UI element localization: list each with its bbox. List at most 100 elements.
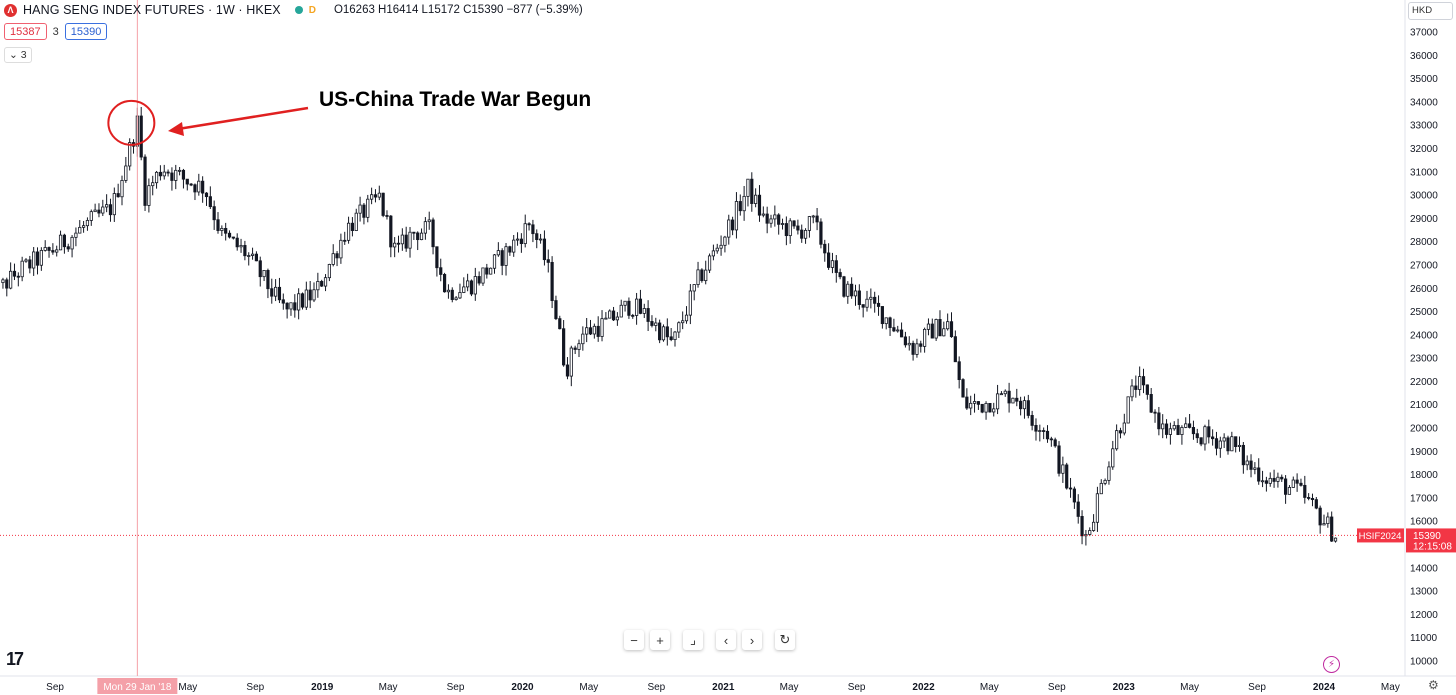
candle-body xyxy=(458,292,462,299)
candle-body xyxy=(489,267,493,275)
symbol-title[interactable]: HANG SENG INDEX FUTURES · 1W · HKEX xyxy=(23,3,281,17)
candle-body xyxy=(888,317,892,329)
candle-body xyxy=(865,298,869,308)
candle-body xyxy=(1080,516,1084,537)
candle-body xyxy=(1230,436,1234,452)
candle-body xyxy=(1111,448,1115,468)
candle-body xyxy=(20,260,24,278)
x-tick-label: Sep xyxy=(848,682,866,693)
candle-body xyxy=(723,236,727,246)
candle-body xyxy=(953,336,957,363)
delayed-badge: D xyxy=(308,4,316,16)
candle-body xyxy=(942,328,946,337)
candle-body xyxy=(546,259,550,263)
candle-body xyxy=(565,364,570,377)
candle-body xyxy=(715,247,719,252)
candle-body xyxy=(899,329,904,338)
candle-body xyxy=(16,275,20,278)
x-tick-label: May xyxy=(1180,682,1199,693)
candle-body xyxy=(938,319,942,337)
tradingview-logo-icon[interactable]: 17 xyxy=(6,649,24,669)
candle-body xyxy=(1061,464,1065,474)
candle-body xyxy=(665,326,669,338)
candle-body xyxy=(957,361,961,381)
candle-body xyxy=(1249,460,1253,470)
candle-body xyxy=(492,254,497,269)
candle-body xyxy=(1099,482,1103,495)
x-tick-label: 2022 xyxy=(912,682,935,693)
y-tick-label: 12000 xyxy=(1410,610,1438,621)
candle-body xyxy=(707,255,712,271)
candle-body xyxy=(634,298,639,316)
candle-body xyxy=(869,296,873,300)
candle-body xyxy=(58,234,63,251)
candle-body xyxy=(500,250,504,266)
candle-body xyxy=(1011,397,1015,404)
candle-body xyxy=(147,185,151,206)
candle-body xyxy=(385,215,389,217)
candle-body xyxy=(466,280,470,288)
candle-body xyxy=(220,228,224,231)
candle-body xyxy=(784,223,788,237)
candle-body xyxy=(907,342,911,346)
buy-button[interactable]: 15390 xyxy=(64,23,108,40)
candle-body xyxy=(1019,400,1023,410)
candle-body xyxy=(646,308,650,322)
candle-body xyxy=(262,270,266,278)
candle-body xyxy=(1226,437,1230,452)
zoom-out-button[interactable]: − xyxy=(624,630,644,650)
candle-body xyxy=(51,250,55,253)
candle-body xyxy=(1053,439,1057,447)
candle-body xyxy=(43,247,47,251)
candle-body xyxy=(734,201,739,231)
candle-body xyxy=(128,142,132,167)
candle-body xyxy=(154,171,159,184)
gear-icon[interactable]: ⚙ xyxy=(1428,678,1439,692)
candle-body xyxy=(542,238,547,261)
candle-body xyxy=(777,214,781,225)
sell-button[interactable]: 15387 xyxy=(4,23,47,40)
indicators-collapse-button[interactable]: ⌄ 3 xyxy=(4,47,32,63)
zoom-in-button[interactable]: + xyxy=(650,630,670,650)
candle-body xyxy=(381,192,385,216)
annotation-arrowhead-icon xyxy=(168,122,184,136)
y-tick-label: 19000 xyxy=(1410,447,1438,458)
candle-body xyxy=(1,279,5,284)
candle-body xyxy=(519,238,523,245)
scroll-left-button[interactable]: ‹ xyxy=(716,630,736,650)
candle-body xyxy=(780,223,785,225)
candle-body xyxy=(1007,390,1011,404)
candle-body xyxy=(400,234,404,245)
candle-body xyxy=(55,249,59,253)
currency-selector[interactable]: HKD xyxy=(1408,2,1453,20)
candle-body xyxy=(558,318,562,330)
scroll-right-button[interactable]: › xyxy=(742,630,762,650)
candle-body xyxy=(419,232,424,241)
y-tick-label: 33000 xyxy=(1410,121,1438,132)
y-tick-label: 25000 xyxy=(1410,307,1438,318)
candle-body xyxy=(684,314,689,322)
candle-body xyxy=(761,213,765,216)
candle-body xyxy=(673,331,677,340)
candle-body xyxy=(442,274,447,293)
candle-body xyxy=(1310,497,1315,501)
candle-body xyxy=(965,396,969,409)
candle-body xyxy=(1141,376,1146,386)
reset-zoom-button[interactable]: ⌟ xyxy=(683,630,703,650)
reset-chart-button[interactable]: ↻ xyxy=(775,630,795,650)
candle-body xyxy=(1257,467,1261,482)
x-tick-label: May xyxy=(1381,682,1400,693)
candle-body xyxy=(1068,487,1073,490)
candle-body xyxy=(1276,476,1280,482)
candle-body xyxy=(12,270,17,277)
candle-body xyxy=(274,286,278,297)
candle-body xyxy=(757,194,762,216)
candle-body xyxy=(765,213,769,224)
candle-body xyxy=(1260,480,1265,483)
candle-body xyxy=(1318,507,1322,526)
candle-body xyxy=(1199,437,1203,445)
flash-icon[interactable]: ⚡ xyxy=(1323,656,1340,673)
candle-body xyxy=(592,325,596,335)
candle-body xyxy=(320,281,324,287)
